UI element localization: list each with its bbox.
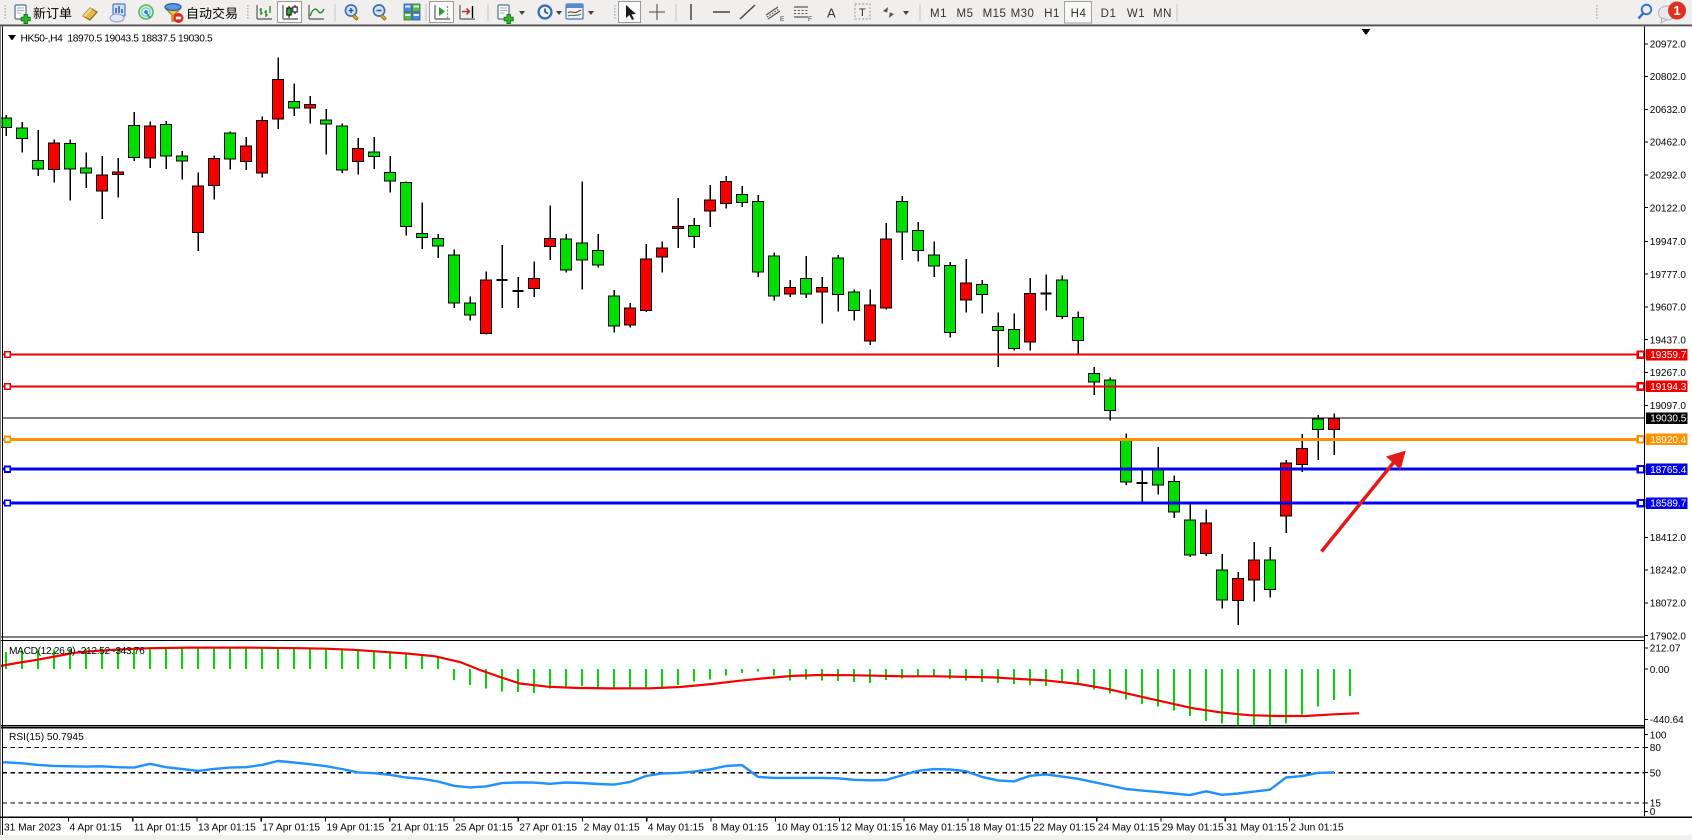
svg-text:20462.0: 20462.0 bbox=[1650, 138, 1687, 149]
svg-text:19777.0: 19777.0 bbox=[1650, 270, 1687, 281]
svg-text:100: 100 bbox=[1650, 730, 1667, 741]
svg-text:19607.0: 19607.0 bbox=[1650, 303, 1687, 314]
svg-text:13 Apr 01:15: 13 Apr 01:15 bbox=[198, 823, 256, 834]
svg-text:20802.0: 20802.0 bbox=[1650, 72, 1687, 83]
svg-text:19359.7: 19359.7 bbox=[1650, 350, 1687, 361]
svg-text:RSI(15) 50.7945: RSI(15) 50.7945 bbox=[9, 732, 84, 743]
svg-text:18072.0: 18072.0 bbox=[1650, 598, 1687, 609]
svg-text:H1: H1 bbox=[1044, 8, 1060, 20]
svg-text:T: T bbox=[859, 7, 866, 19]
svg-text:25 Apr 01:15: 25 Apr 01:15 bbox=[455, 823, 513, 834]
svg-text:15: 15 bbox=[1650, 799, 1662, 810]
svg-text:18242.0: 18242.0 bbox=[1650, 566, 1687, 577]
svg-text:E: E bbox=[780, 16, 785, 23]
svg-text:31 May 01:15: 31 May 01:15 bbox=[1226, 823, 1288, 834]
svg-text:27 Apr 01:15: 27 Apr 01:15 bbox=[519, 823, 577, 834]
svg-text:80: 80 bbox=[1650, 743, 1662, 754]
svg-text:19 Apr 01:15: 19 Apr 01:15 bbox=[327, 823, 385, 834]
svg-text:22 May 01:15: 22 May 01:15 bbox=[1033, 823, 1095, 834]
svg-text:H4: H4 bbox=[1071, 8, 1087, 20]
svg-text:19030.5: 19030.5 bbox=[1650, 414, 1687, 425]
svg-text:2 Jun 01:15: 2 Jun 01:15 bbox=[1290, 823, 1344, 834]
svg-text:-440.64: -440.64 bbox=[1650, 715, 1684, 726]
svg-text:19267.0: 19267.0 bbox=[1650, 368, 1687, 379]
svg-text:M5: M5 bbox=[957, 8, 974, 20]
svg-text:212.07: 212.07 bbox=[1650, 644, 1681, 655]
svg-text:20632.0: 20632.0 bbox=[1650, 105, 1687, 116]
svg-text:16 May 01:15: 16 May 01:15 bbox=[905, 823, 967, 834]
svg-text:2 May 01:15: 2 May 01:15 bbox=[584, 823, 640, 834]
svg-text:19947.0: 19947.0 bbox=[1650, 237, 1687, 248]
svg-text:1: 1 bbox=[1673, 3, 1680, 18]
svg-text:18 May 01:15: 18 May 01:15 bbox=[969, 823, 1031, 834]
svg-text:12 May 01:15: 12 May 01:15 bbox=[841, 823, 903, 834]
svg-text:31 Mar 2023: 31 Mar 2023 bbox=[4, 823, 62, 834]
svg-text:18920.4: 18920.4 bbox=[1650, 435, 1687, 446]
svg-text:F: F bbox=[808, 16, 812, 23]
svg-text:W1: W1 bbox=[1127, 8, 1145, 20]
svg-text:8 May 01:15: 8 May 01:15 bbox=[712, 823, 768, 834]
svg-text:0: 0 bbox=[1650, 807, 1656, 818]
svg-text:19194.3: 19194.3 bbox=[1650, 382, 1687, 393]
svg-text:10 May 01:15: 10 May 01:15 bbox=[776, 823, 838, 834]
svg-text:20972.0: 20972.0 bbox=[1650, 39, 1687, 50]
svg-text:17 Apr 01:15: 17 Apr 01:15 bbox=[262, 823, 320, 834]
svg-text:18412.0: 18412.0 bbox=[1650, 533, 1687, 544]
svg-text:MACD(12,26,9) -212.52 -343.76: MACD(12,26,9) -212.52 -343.76 bbox=[9, 646, 145, 657]
svg-text:M15: M15 bbox=[983, 8, 1007, 20]
svg-text:MN: MN bbox=[1153, 8, 1172, 20]
svg-text:4 Apr 01:15: 4 Apr 01:15 bbox=[70, 823, 122, 834]
svg-text:21 Apr 01:15: 21 Apr 01:15 bbox=[391, 823, 449, 834]
svg-text:M30: M30 bbox=[1011, 8, 1035, 20]
svg-text:A: A bbox=[827, 6, 836, 21]
svg-text:11 Apr 01:15: 11 Apr 01:15 bbox=[134, 823, 191, 834]
svg-text:20122.0: 20122.0 bbox=[1650, 203, 1687, 214]
svg-text:50: 50 bbox=[1650, 768, 1662, 779]
svg-text:19437.0: 19437.0 bbox=[1650, 335, 1687, 346]
svg-text:19097.0: 19097.0 bbox=[1650, 401, 1687, 412]
svg-text:17902.0: 17902.0 bbox=[1650, 631, 1687, 642]
svg-text:0.00: 0.00 bbox=[1650, 665, 1670, 676]
svg-text:HK50-,H4 18970.5 19043.5 1883: HK50-,H4 18970.5 19043.5 18837.5 19030.5 bbox=[21, 34, 214, 45]
svg-text:18765.4: 18765.4 bbox=[1650, 465, 1687, 476]
svg-text:18589.7: 18589.7 bbox=[1650, 499, 1687, 510]
svg-text:20292.0: 20292.0 bbox=[1650, 170, 1687, 181]
svg-text:D1: D1 bbox=[1101, 8, 1117, 20]
svg-text:4 May 01:15: 4 May 01:15 bbox=[648, 823, 704, 834]
svg-text:M1: M1 bbox=[930, 8, 947, 20]
svg-text:29 May 01:15: 29 May 01:15 bbox=[1162, 823, 1224, 834]
svg-text:24 May 01:15: 24 May 01:15 bbox=[1098, 823, 1160, 834]
